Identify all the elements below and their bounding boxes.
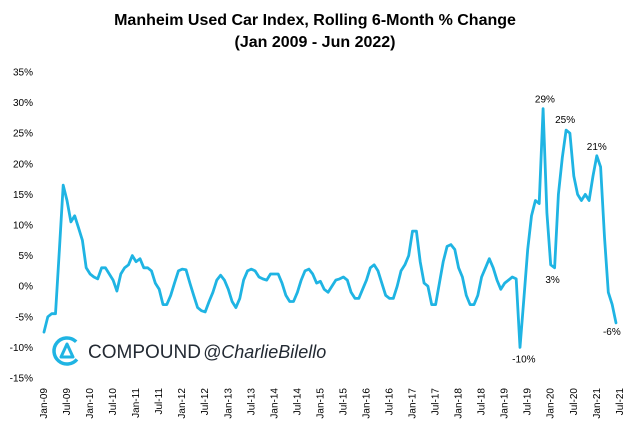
x-tick-label: Jul-10	[108, 388, 119, 416]
x-tick-label: Jul-16	[385, 388, 396, 416]
compound-logo-icon	[52, 336, 82, 366]
y-tick-label: 25%	[13, 129, 33, 140]
y-tick-label: 10%	[13, 221, 33, 232]
y-tick-label: 20%	[13, 159, 33, 170]
x-tick-label: Jul-19	[523, 388, 534, 416]
x-tick-label: Jan-14	[269, 388, 280, 419]
y-tick-label: 5%	[19, 251, 34, 262]
x-tick-label: Jan-13	[223, 388, 234, 419]
twitter-handle: @CharlieBilello	[203, 342, 326, 362]
x-tick-label: Jan-17	[408, 388, 419, 419]
data-labels: 29%25% 21% 3% -10% -6%	[512, 95, 621, 366]
x-axis: Jan-09 Jul-09 Jan-10 Jul-10 Jan-11 Jul-11 Jan-…	[39, 388, 626, 419]
data-label: 3%	[545, 275, 560, 286]
x-tick-label: Jul-13	[246, 388, 257, 416]
chart-title: Manheim Used Car Index, Rolling 6-Month …	[114, 12, 516, 29]
x-tick-label: Jul-12	[200, 388, 211, 416]
x-tick-label: Jul-17	[431, 388, 442, 416]
x-tick-label: Jan-18	[454, 388, 465, 419]
y-tick-label: 35%	[13, 68, 33, 79]
data-label: -6%	[603, 327, 621, 338]
chart-subtitle: (Jan 2009 - Jun 2022)	[234, 34, 396, 51]
y-tick-label: 0%	[19, 282, 34, 293]
x-tick-label: Jan-15	[315, 388, 326, 419]
x-tick-label: Jul-20	[569, 388, 580, 416]
x-tick-label: Jul-14	[292, 388, 303, 416]
x-tick-label: Jul-09	[62, 388, 73, 416]
x-tick-label: Jul-15	[338, 388, 349, 416]
x-tick-label: Jan-21	[592, 388, 603, 419]
data-label: 25%	[555, 115, 575, 126]
x-tick-label: Jan-12	[177, 388, 188, 419]
series-line	[42, 107, 618, 349]
y-tick-label: -10%	[10, 343, 33, 354]
x-tick-label: Jul-21	[615, 388, 626, 416]
x-tick-label: Jul-18	[477, 388, 488, 416]
data-label: 21%	[587, 142, 607, 153]
x-tick-label: Jan-19	[500, 388, 511, 419]
x-tick-label: Jan-16	[361, 388, 372, 419]
x-tick-label: Jan-20	[546, 388, 557, 419]
x-tick-label: Jan-09	[39, 388, 50, 419]
x-tick-label: Jan-10	[85, 388, 96, 419]
y-tick-label: -15%	[10, 374, 33, 385]
data-label: 29%	[535, 95, 555, 106]
data-label: -10%	[512, 354, 535, 365]
brand-name: COMPOUND	[88, 342, 201, 363]
y-tick-label: 15%	[13, 190, 33, 201]
x-tick-label: Jul-11	[154, 388, 165, 415]
y-tick-label: -5%	[15, 312, 33, 323]
watermark: COMPOUND @CharlieBilello	[52, 336, 326, 366]
y-tick-label: 30%	[13, 98, 33, 109]
y-axis: -15% -10% -5% 0% 5% 10% 15% 20% 25% 30% 35%	[10, 68, 33, 385]
x-tick-label: Jan-11	[131, 388, 142, 418]
